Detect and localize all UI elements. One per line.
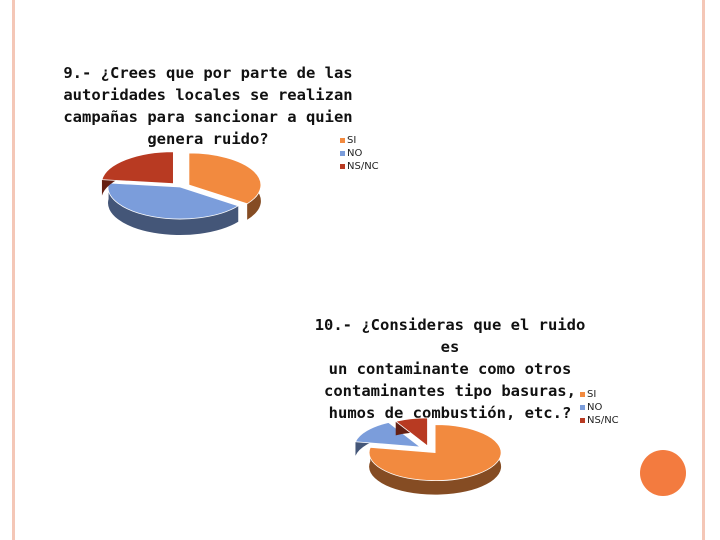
chart-1-slice-side <box>108 182 239 235</box>
chart-1-legend: SI NO NS/NC <box>340 134 379 173</box>
chart-2-legend-swatch <box>580 405 585 410</box>
chart-1-legend-item: NO <box>340 147 379 160</box>
chart-1-pie <box>101 151 262 235</box>
chart-2-legend-swatch <box>580 392 585 397</box>
decorative-circle <box>640 450 686 496</box>
chart-2-title: 10.- ¿Consideras que el ruido es un cont… <box>314 316 586 422</box>
chart-1-slice-no <box>107 182 240 235</box>
slide-border-left <box>12 0 15 540</box>
slide-border-right <box>702 0 705 540</box>
chart-2-slice-top <box>354 422 422 448</box>
chart-2-legend-label: SI <box>587 389 597 400</box>
chart-1-legend-label: NO <box>347 148 363 159</box>
chart-1-slice-top <box>107 182 240 220</box>
chart-2-legend-label: NS/NC <box>587 415 619 426</box>
chart-2-pie <box>354 417 502 495</box>
chart-1-slice-si <box>188 152 262 220</box>
chart-1-legend-swatch <box>340 164 345 169</box>
chart-1-legend-label: NS/NC <box>347 161 379 172</box>
chart-2-legend-label: NO <box>587 402 603 413</box>
chart-1-slice-nsnc <box>101 151 174 196</box>
chart-2-legend-item: SI <box>580 388 619 401</box>
chart-2-slice-nsnc <box>394 417 428 447</box>
chart-2-slice-no <box>354 422 422 456</box>
chart-2-legend-item: NO <box>580 401 619 414</box>
chart-1-legend-label: SI <box>347 135 357 146</box>
chart-1-slice-top <box>101 151 174 185</box>
chart-2-legend: SI NO NS/NC <box>580 388 619 427</box>
chart-2-legend-item: NS/NC <box>580 414 619 427</box>
chart-2-legend-swatch <box>580 418 585 423</box>
chart-2-slice-top <box>394 417 428 447</box>
chart-2-slice-si <box>368 424 502 495</box>
chart-1-title: 9.- ¿Crees que por parte de las autorida… <box>63 64 353 148</box>
chart-1-legend-item: NS/NC <box>340 160 379 173</box>
chart-1-slice-top <box>188 152 262 205</box>
chart-1-legend-item: SI <box>340 134 379 147</box>
chart-1-legend-swatch <box>340 151 345 156</box>
chart-2-slice-top <box>368 424 502 482</box>
chart-1-legend-swatch <box>340 138 345 143</box>
